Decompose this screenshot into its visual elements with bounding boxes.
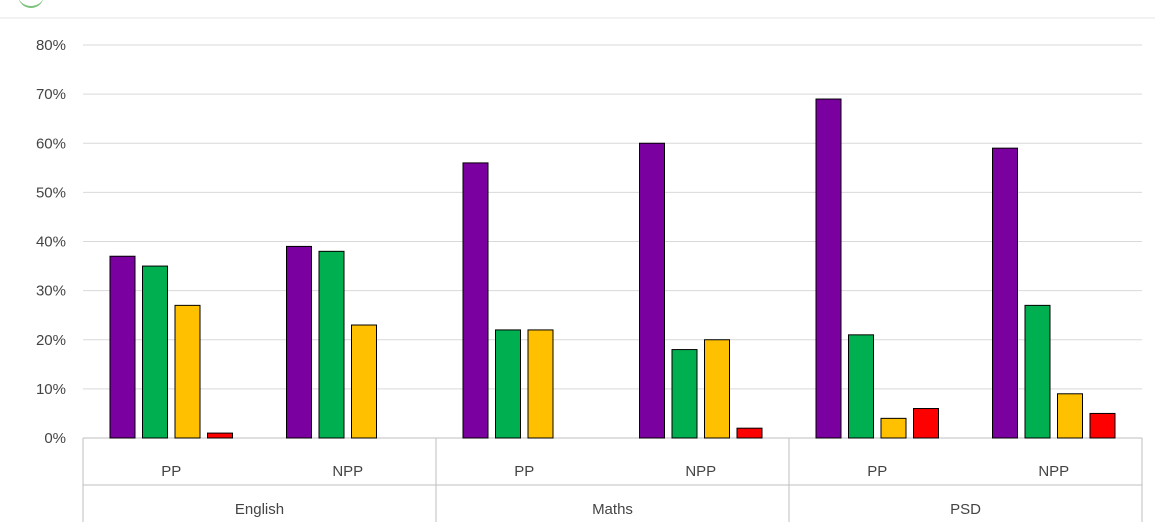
- category-label: PP: [161, 463, 181, 480]
- category-label: NPP: [1038, 463, 1069, 480]
- corner-mark: [18, 0, 44, 8]
- y-axis-tick-labels: 0% 10% 20% 30% 40% 50% 60% 70% 80%: [36, 37, 66, 447]
- group-label: English: [235, 501, 284, 518]
- bar: [1024, 304, 1051, 439]
- group-labels: English Maths PSD: [235, 501, 981, 518]
- bar: [174, 304, 201, 439]
- bars: [109, 98, 1116, 439]
- y-tick-label: 20%: [36, 332, 66, 349]
- y-tick-label: 0%: [44, 430, 66, 447]
- bar: [639, 142, 665, 439]
- bar: [848, 334, 874, 439]
- bar: [286, 245, 312, 439]
- bar: [318, 250, 345, 439]
- category-label: NPP: [685, 463, 716, 480]
- y-tick-label: 40%: [36, 234, 66, 251]
- bar: [815, 98, 842, 439]
- group-label: PSD: [950, 501, 981, 518]
- category-axis: [82, 437, 1143, 522]
- y-tick-label: 80%: [36, 37, 66, 54]
- gridlines: [83, 44, 1142, 390]
- bar: [913, 408, 939, 439]
- bar: [495, 329, 521, 439]
- group-label: Maths: [592, 501, 633, 518]
- bar: [736, 427, 763, 439]
- bar: [527, 329, 554, 439]
- bar: [142, 265, 168, 439]
- bar: [704, 339, 730, 439]
- bar: [880, 417, 907, 439]
- y-tick-label: 10%: [36, 381, 66, 398]
- y-tick-label: 50%: [36, 184, 66, 201]
- category-label: NPP: [332, 463, 363, 480]
- bar: [671, 349, 698, 439]
- bar: [109, 255, 136, 439]
- category-label: PP: [514, 463, 534, 480]
- category-labels: PP NPP PP NPP PP NPP: [161, 463, 1069, 480]
- y-tick-label: 70%: [36, 86, 66, 103]
- bar: [462, 162, 489, 439]
- bar: [992, 147, 1018, 439]
- category-label: PP: [867, 463, 887, 480]
- bar: [351, 324, 377, 439]
- y-tick-label: 60%: [36, 135, 66, 152]
- bar: [1089, 412, 1116, 439]
- bar: [1057, 393, 1083, 439]
- bar: [207, 432, 233, 439]
- y-tick-label: 30%: [36, 283, 66, 300]
